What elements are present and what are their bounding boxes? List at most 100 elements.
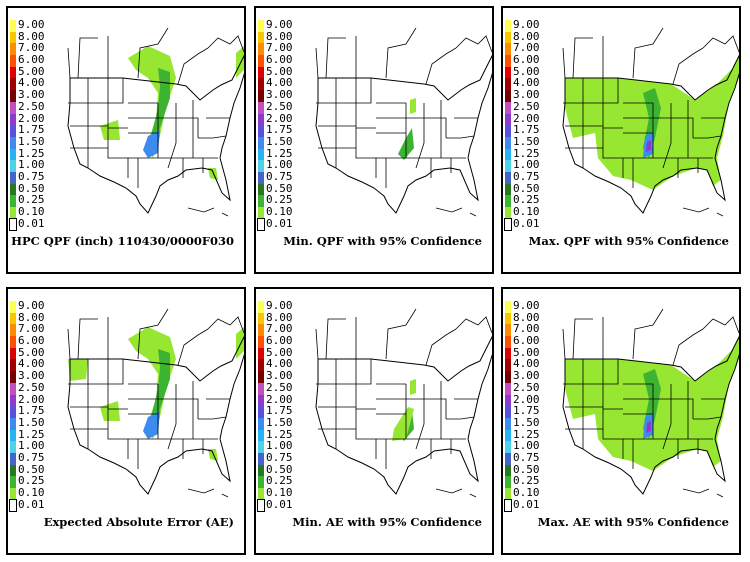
legend-label: 8.00 [18,310,45,324]
precip-layer [565,56,739,190]
legend-swatch [258,183,264,196]
state-border [68,359,124,385]
legend-swatch [505,406,511,418]
legend-swatch [10,31,16,44]
legend-swatch [257,498,265,513]
legend-swatch [257,217,265,232]
legend-row: 0.25 [258,194,304,207]
legend-row: 1.00 [258,440,304,453]
legend-row: 0.10 [505,206,551,219]
precip-legend: 9.00 8.00 7.00 6.00 5.00 4.00 3.00 2.50 2.00 1.75… [504,18,551,232]
legend-label: 7.00 [266,322,293,336]
state-border [316,78,372,104]
state-border [198,416,227,420]
legend-label: 1.50 [266,415,293,429]
legend-row: 2.00 [258,112,304,126]
legend-row: 8.00 [10,30,56,44]
legend-row: 0.01 [9,217,56,232]
state-border [446,135,475,139]
legend-swatch [505,183,511,196]
legend-label: 4.00 [18,76,45,90]
legend-swatch [258,148,264,161]
legend-swatch [504,217,512,232]
state-border [178,117,199,138]
legend-row: 4.00 [258,77,304,91]
legend-swatch [258,207,264,219]
us-map [562,308,739,498]
legend-row: 4.00 [258,358,304,372]
legend-swatch [505,171,511,184]
legend-row: 1.75 [505,123,551,137]
legend-row: 1.25 [505,147,551,161]
legend-row: 7.00 [10,323,56,337]
legend-label: 2.50 [513,99,540,113]
precip-area-extreme [646,421,651,433]
legend-row: 3.00 [505,89,551,102]
legend-row: 2.00 [258,393,304,407]
legend-row: 0.50 [505,182,551,196]
legend-row: 2.50 [505,99,551,114]
state-border [563,359,619,385]
legend-swatch [258,90,264,102]
legend-row: 2.50 [258,380,304,395]
panel-caption: Max. QPF with 95% Confidence [528,234,729,248]
legend-swatch [505,476,511,488]
legend-label: 1.75 [266,404,293,418]
legend-label: 6.00 [266,53,293,67]
legend-label: 1.75 [513,123,540,137]
legend-label: 1.75 [18,123,45,137]
legend-label: 2.50 [18,99,45,113]
legend-label: 9.00 [513,18,540,31]
caribbean-islands [435,207,477,217]
legend-row: 0.25 [258,475,304,488]
legend-swatch [258,55,264,67]
legend-row: 7.00 [10,42,56,56]
legend-swatch [258,452,264,465]
legend-label: 2.50 [266,380,293,394]
country-border [67,335,244,495]
legend-row: 3.00 [258,89,304,102]
legend-row: 3.00 [10,370,56,383]
legend-label: 2.50 [513,380,540,394]
precip-legend: 9.00 8.00 7.00 6.00 5.00 4.00 3.00 2.50 2.00 1.75… [257,299,304,513]
legend-label: 2.00 [513,392,540,406]
legend-row: 0.01 [9,498,56,513]
legend-label: 0.75 [513,450,540,464]
legend-row: 4.00 [505,357,551,372]
canada-border [702,316,739,337]
legend-swatch [10,406,16,418]
legend-row: 0.75 [505,170,551,184]
legend-label: 1.50 [513,415,540,429]
legend-swatch [258,43,264,56]
legend-label: 9.00 [266,299,293,312]
precip-area-light [392,407,414,441]
legend-swatch [10,207,16,219]
legend-row: 0.75 [258,170,304,184]
legend-swatch [258,347,264,360]
legend-row: 0.01 [257,498,304,513]
precip-legend: 9.00 8.00 7.00 6.00 5.00 4.00 3.00 2.50 2.00 1.75… [9,300,56,513]
precip-area-light [410,98,416,114]
legend-row: 1.25 [505,428,551,442]
legend-label: 2.00 [18,392,45,406]
legend-swatch [258,113,264,126]
legend-row: 2.50 [10,99,56,114]
legend-swatch [10,336,16,348]
legend-label: 1.00 [513,439,540,453]
legend-swatch [10,160,16,172]
legend-swatch [258,78,264,91]
legend-label: 4.00 [513,357,540,371]
legend-row: 8.00 [505,311,551,325]
legend-swatch [505,125,511,137]
legend-row: 0.75 [258,451,304,465]
caribbean-islands [187,488,229,498]
legend-swatch [505,488,511,500]
state-border [107,128,129,178]
legend-label: 9.00 [266,18,293,31]
legend-swatch [10,452,16,465]
panel-caption: HPC QPF (inch) 110430/0000F030 [11,234,234,248]
legend-row: 1.50 [10,416,56,430]
legend-swatch [10,417,16,430]
legend-row: 2.00 [505,392,551,407]
legend-row: 4.00 [10,358,56,372]
